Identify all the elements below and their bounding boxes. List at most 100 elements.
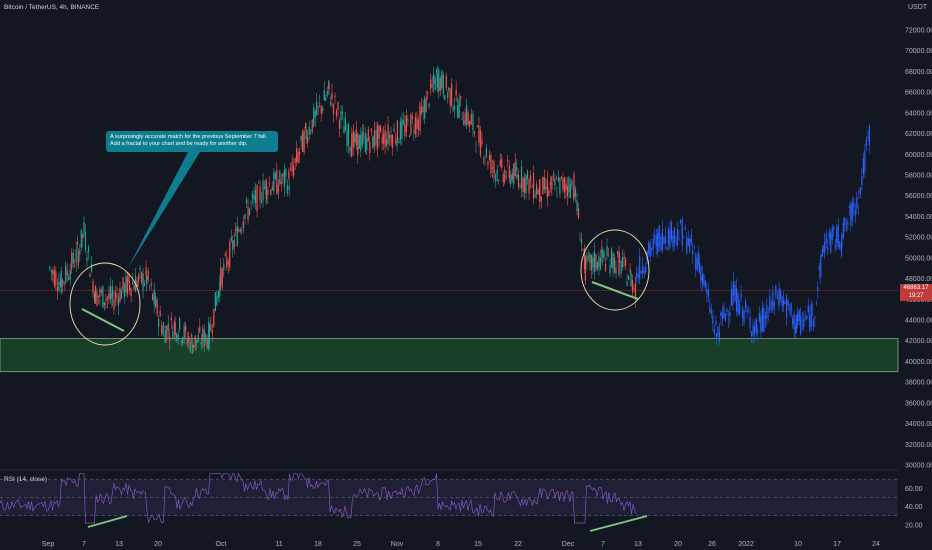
- candle-body: [103, 302, 105, 306]
- projected-candle-body: [663, 237, 665, 244]
- candle-body: [71, 252, 73, 270]
- candle-body: [394, 140, 397, 143]
- projected-candle-body: [684, 227, 686, 230]
- candle-body: [263, 186, 266, 189]
- candle-body: [411, 116, 413, 119]
- projected-candle-body: [837, 225, 839, 247]
- projected-candle-body: [693, 247, 695, 248]
- candle-body: [257, 182, 260, 184]
- candle-body: [172, 331, 174, 340]
- projected-candle-body: [828, 231, 830, 239]
- projected-candle-body: [758, 313, 760, 322]
- candle-body: [52, 269, 54, 275]
- candle-body: [53, 270, 55, 286]
- candle-body: [554, 179, 556, 186]
- candle-body: [99, 289, 101, 297]
- candle-body: [584, 257, 587, 281]
- candle-body: [193, 344, 195, 348]
- candle-body: [176, 333, 178, 340]
- symbol-title: Bitcoin / TetherUS, 4h, BINANCE: [4, 4, 100, 11]
- projected-candle-body: [649, 243, 651, 257]
- candle-body: [271, 186, 273, 191]
- annotation-line-2: Add a fractal to your chart and be ready…: [110, 141, 248, 147]
- price-tick-label: 50000.00: [905, 255, 932, 262]
- candle-body: [224, 253, 226, 256]
- candle-body: [126, 276, 129, 295]
- candle-body: [320, 105, 322, 114]
- candle-body: [461, 119, 463, 120]
- candle-body: [593, 251, 596, 272]
- candle-body: [612, 253, 614, 270]
- candle-body: [294, 158, 296, 163]
- candle-body: [534, 195, 536, 197]
- projected-candle-body: [734, 284, 736, 302]
- projected-candle-body: [735, 287, 738, 312]
- candle-body: [519, 186, 521, 187]
- candle-body: [149, 285, 151, 287]
- projected-candle-body: [809, 315, 811, 331]
- projected-candle-body: [657, 232, 659, 253]
- candle-body: [145, 267, 147, 276]
- projected-candle-body: [769, 295, 771, 312]
- candle-body: [242, 225, 245, 228]
- projected-candle-body: [648, 242, 650, 255]
- candle-body: [361, 131, 363, 146]
- candle-body: [92, 281, 94, 294]
- price-tick-label: 58000.00: [905, 173, 932, 180]
- candle-body: [332, 104, 335, 115]
- candle-body: [155, 296, 157, 308]
- candle-body: [236, 225, 238, 246]
- price-tick-label: 68000.00: [905, 69, 932, 76]
- projected-candle-body: [841, 234, 843, 248]
- projected-candle-body: [842, 223, 844, 239]
- candle-body: [615, 267, 617, 274]
- candle-body: [548, 190, 550, 197]
- time-tick-label: 7: [601, 541, 605, 548]
- candle-body: [173, 322, 175, 330]
- projected-candle-body: [797, 312, 799, 325]
- price-axis[interactable]: 72000.00 70000.00 68000.00 66000.00 64000.00…: [905, 28, 932, 470]
- candle-body: [354, 133, 356, 143]
- candle-body: [463, 120, 465, 126]
- projected-candle-body: [678, 238, 680, 240]
- candle-body: [607, 255, 610, 257]
- candle-body: [182, 337, 184, 344]
- candle-body: [413, 130, 415, 133]
- current-price-tag: 46863.17 19:27: [900, 284, 932, 301]
- candle-body: [254, 189, 257, 203]
- projected-candle-body: [717, 326, 719, 336]
- candle-body: [84, 232, 87, 251]
- candle-body: [390, 134, 392, 145]
- candle-body: [220, 266, 222, 284]
- candle-body: [436, 69, 438, 73]
- candle-body: [452, 106, 454, 111]
- time-axis[interactable]: Sep 7 13 20 Oct 11 18 25 Nov 8 15 22 Dec 7 13 20 26 2022 1…: [42, 541, 880, 548]
- projected-candle-body: [795, 315, 797, 333]
- candle-body: [288, 170, 290, 179]
- candle-body: [396, 120, 398, 140]
- projected-candle-body: [723, 307, 725, 318]
- candle-body: [507, 159, 509, 162]
- candle-body: [458, 99, 460, 118]
- candle-body: [351, 133, 353, 157]
- fractal-circle-september: [69, 262, 141, 346]
- candle-body: [219, 281, 221, 296]
- candle-body: [238, 230, 240, 232]
- candle-body: [495, 174, 497, 182]
- candle-body: [239, 229, 241, 233]
- projected-candle-body: [844, 217, 846, 226]
- candle-body: [162, 327, 164, 336]
- projected-candle-body: [672, 235, 674, 248]
- candle-body: [473, 131, 476, 134]
- rsi-panel: 60.00 40.00 20.00: [0, 469, 923, 532]
- candle-body: [616, 251, 619, 254]
- candle-body: [451, 83, 453, 106]
- annotation-callout[interactable]: A surprisingly accurate match for the pr…: [106, 131, 278, 152]
- candle-body: [283, 169, 285, 188]
- candle-body: [159, 311, 161, 317]
- candle-body: [83, 221, 85, 234]
- candle-body: [469, 121, 471, 127]
- projected-candle-body: [703, 273, 705, 286]
